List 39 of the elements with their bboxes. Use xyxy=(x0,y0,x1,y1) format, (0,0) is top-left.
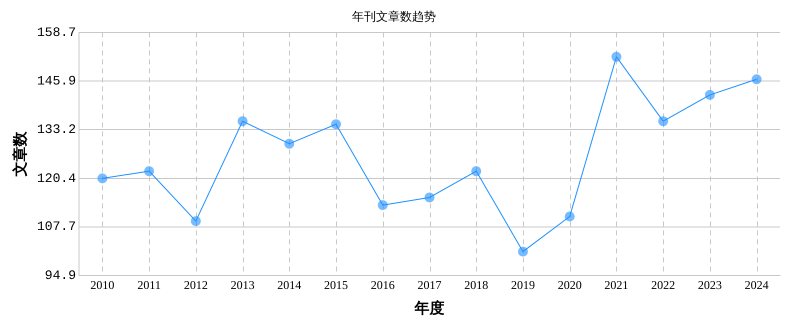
point xyxy=(97,173,108,184)
x-tick-label: 2011 xyxy=(137,278,161,292)
y-tick-label: 158.7 xyxy=(36,24,76,40)
point xyxy=(471,166,482,176)
point xyxy=(331,119,342,130)
point xyxy=(284,138,294,149)
x-tick-label: 2023 xyxy=(698,278,722,292)
x-tick-label: 2014 xyxy=(277,278,302,292)
point xyxy=(752,74,762,84)
point xyxy=(611,52,622,62)
y-tick-label: 107.7 xyxy=(36,219,76,234)
x-tick-label: 2016 xyxy=(370,278,395,292)
point xyxy=(424,192,435,202)
x-tick-label: 2021 xyxy=(604,278,628,292)
y-tick-label: 120.4 xyxy=(36,170,76,186)
point xyxy=(190,216,201,226)
point xyxy=(704,90,715,100)
x-tick-label: 2013 xyxy=(230,278,255,292)
y-tick-label: 145.9 xyxy=(36,74,76,89)
point xyxy=(564,212,575,222)
point xyxy=(378,200,388,210)
x-tick-label: 2015 xyxy=(324,278,348,292)
x-tick-label: 2022 xyxy=(651,278,676,292)
x-tick-label: 2024 xyxy=(744,278,769,292)
y-tick-label: 94.9 xyxy=(44,268,76,284)
x-tick-label: 2020 xyxy=(558,278,582,292)
y-axis-title: 文章数 xyxy=(10,130,29,178)
x-tick-label: 2018 xyxy=(464,278,488,292)
point xyxy=(658,116,668,126)
point xyxy=(144,166,154,176)
x-axis-title: 年度 xyxy=(414,298,445,317)
point xyxy=(518,246,528,257)
x-tick-label: 2010 xyxy=(90,278,114,292)
chart-title: 年刊文章数趋势 xyxy=(352,9,436,24)
point xyxy=(238,116,248,126)
x-tick-label: 2012 xyxy=(184,278,208,292)
y-tick-label: 133.2 xyxy=(36,122,76,138)
x-tick-label: 2019 xyxy=(510,278,535,292)
x-tick-label: 2017 xyxy=(418,278,442,292)
